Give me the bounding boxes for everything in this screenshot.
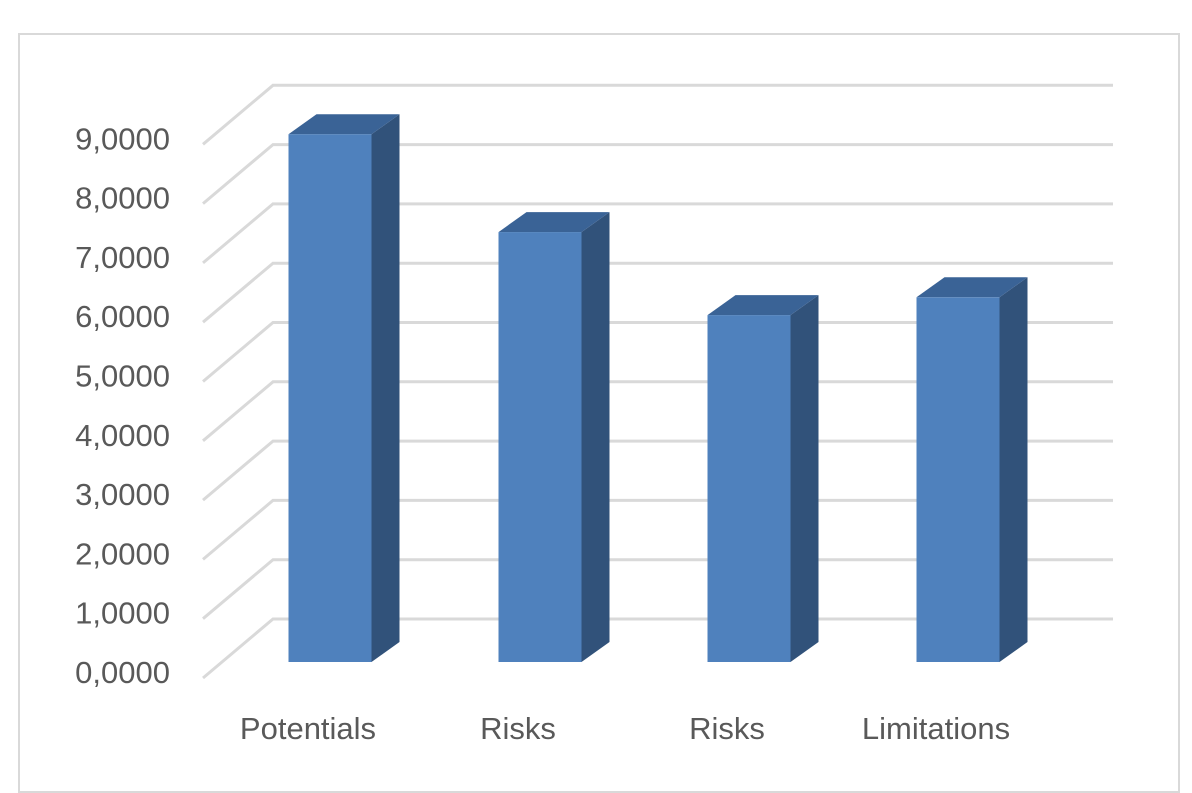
gridline bbox=[202, 498, 1113, 561]
y-tick-label: 5,0000 bbox=[75, 359, 170, 394]
bar bbox=[498, 212, 610, 662]
gridline bbox=[202, 617, 1113, 680]
category-labels: Potentials Risks Risks Limitations bbox=[240, 711, 1010, 746]
category-label: Potentials bbox=[240, 711, 376, 746]
bar bbox=[707, 295, 819, 662]
category-label: Risks bbox=[689, 711, 765, 746]
bar bbox=[916, 277, 1028, 662]
category-label: Limitations bbox=[862, 711, 1010, 746]
y-tick-label: 0,0000 bbox=[75, 655, 170, 690]
gridline bbox=[202, 558, 1113, 620]
category-label: Risks bbox=[480, 711, 556, 746]
y-tick-label: 6,0000 bbox=[75, 299, 170, 334]
gridline bbox=[202, 83, 1113, 146]
y-axis-tick-labels: 0,0000 1,0000 2,0000 3,0000 4,0000 5,0000 6,00… bbox=[75, 121, 170, 690]
gridline bbox=[202, 261, 1113, 324]
grid-layer bbox=[202, 83, 1113, 680]
bars bbox=[288, 114, 1028, 663]
gridline bbox=[202, 143, 1113, 205]
y-tick-label: 7,0000 bbox=[75, 240, 170, 275]
gridline bbox=[202, 321, 1113, 383]
gridline bbox=[202, 439, 1113, 502]
y-tick-label: 3,0000 bbox=[75, 477, 170, 512]
y-tick-label: 2,0000 bbox=[75, 536, 170, 571]
gridline bbox=[202, 202, 1113, 265]
gridline bbox=[202, 380, 1113, 442]
y-tick-label: 9,0000 bbox=[75, 121, 170, 156]
bar bbox=[288, 114, 400, 663]
y-tick-label: 1,0000 bbox=[75, 596, 170, 631]
y-tick-label: 4,0000 bbox=[75, 418, 170, 453]
y-tick-label: 8,0000 bbox=[75, 181, 170, 216]
